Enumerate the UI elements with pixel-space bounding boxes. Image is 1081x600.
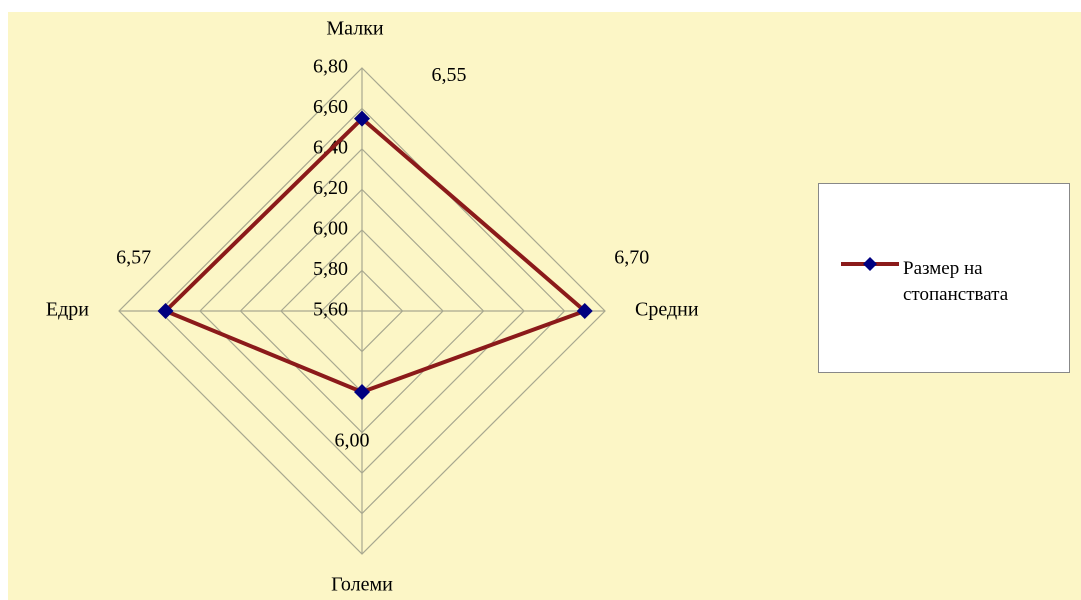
r-tick-label: 5,60 (313, 299, 348, 321)
category-label: Големи (331, 574, 393, 596)
category-label: Малки (326, 18, 384, 40)
value-label: 6,70 (614, 247, 649, 269)
value-label: 6,55 (432, 64, 467, 86)
r-tick-label: 5,80 (313, 258, 348, 280)
value-label: 6,57 (116, 247, 151, 269)
r-tick-label: 6,00 (313, 218, 348, 240)
marker (576, 303, 593, 319)
r-tick-label: 6,80 (313, 56, 348, 78)
marker (354, 384, 370, 400)
category-label: Средни (635, 299, 699, 321)
marker (157, 303, 174, 319)
legend-label: Размер на стопанствата (903, 258, 1009, 305)
r-tick-label: 6,60 (313, 96, 348, 118)
value-label: 6,00 (335, 430, 370, 452)
category-label: Едри (46, 299, 89, 321)
marker (354, 110, 370, 127)
r-tick-label: 6,20 (313, 177, 348, 199)
legend: Размер на стопанствата (818, 183, 1070, 373)
legend-symbol (841, 257, 899, 271)
legend-marker (863, 257, 877, 271)
